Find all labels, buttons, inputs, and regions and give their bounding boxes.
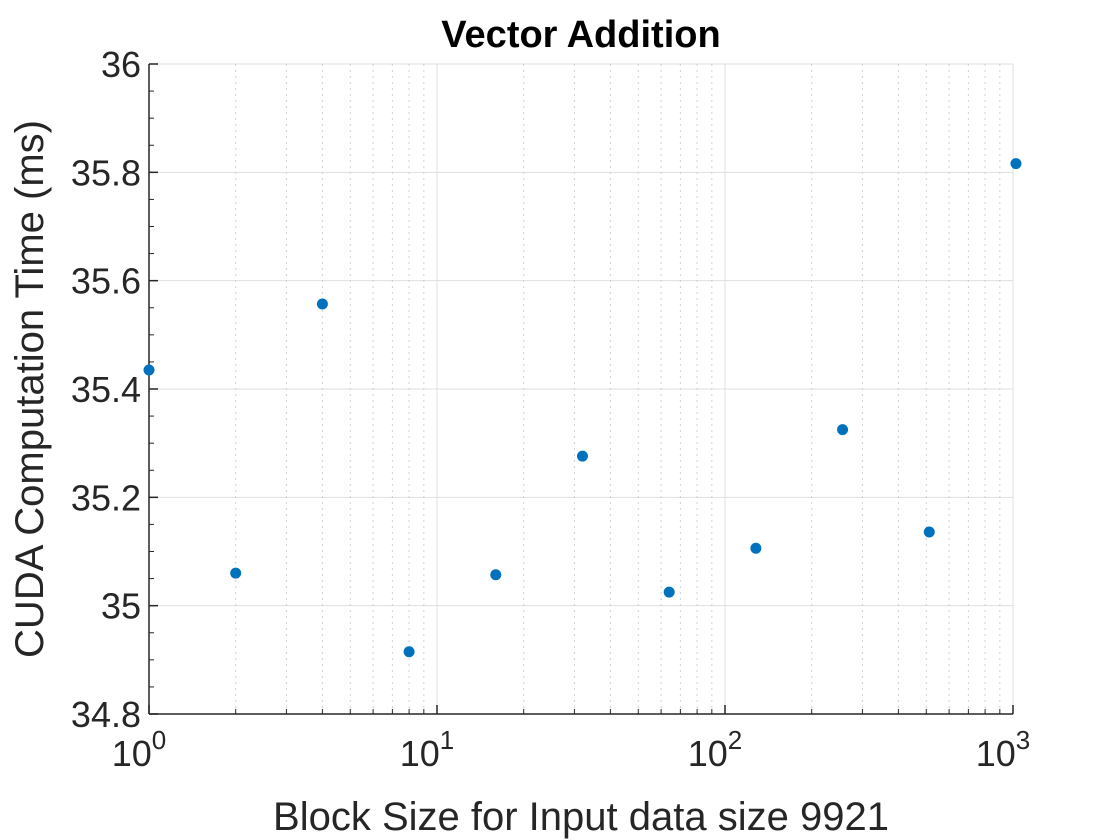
y-tick-label: 35.6: [71, 261, 141, 302]
data-point: [663, 586, 675, 598]
data-point: [230, 567, 242, 579]
y-tick-label: 34.8: [71, 694, 141, 735]
data-point: [143, 364, 155, 376]
x-tick-exponent: 2: [728, 725, 742, 755]
x-tick-exponent: 3: [1016, 725, 1030, 755]
chart-title: Vector Addition: [441, 14, 720, 56]
y-axis-label: CUDA Computation Time (ms): [8, 120, 52, 658]
x-tick-base: 10: [112, 733, 152, 774]
data-points: [143, 158, 1022, 658]
data-point: [576, 450, 588, 462]
data-point: [923, 526, 935, 538]
y-tick-label: 35: [101, 586, 141, 627]
y-tick-label: 35.2: [71, 477, 141, 518]
data-point: [837, 424, 849, 436]
x-tick-base: 10: [976, 733, 1016, 774]
y-tick-label: 35.8: [71, 152, 141, 193]
data-point: [316, 298, 328, 310]
x-tick-exponent: 0: [152, 725, 166, 755]
x-tick-base: 10: [400, 733, 440, 774]
axes: [148, 63, 1014, 715]
grid: [148, 63, 1014, 715]
y-tick-label: 35.4: [71, 369, 141, 410]
x-tick-label: 103: [976, 725, 1031, 774]
x-tick-base: 10: [688, 733, 728, 774]
data-point: [1010, 158, 1022, 170]
data-point: [490, 569, 502, 581]
x-tick-label: 101: [400, 725, 455, 774]
y-tick-label: 36: [101, 44, 141, 85]
x-tick-exponent: 1: [440, 725, 454, 755]
x-tick-label: 100: [112, 725, 167, 774]
data-point: [750, 542, 762, 554]
data-point: [403, 646, 415, 658]
x-axis-label: Block Size for Input data size 9921: [273, 795, 889, 839]
x-tick-label: 102: [688, 725, 743, 774]
